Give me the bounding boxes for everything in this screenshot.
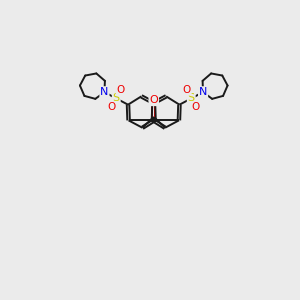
Text: O: O <box>107 102 116 112</box>
Text: S: S <box>188 93 195 103</box>
Text: O: O <box>149 95 158 105</box>
Text: O: O <box>192 102 200 112</box>
Text: S: S <box>113 93 120 103</box>
Text: N: N <box>199 87 207 97</box>
Text: N: N <box>100 87 109 97</box>
Text: O: O <box>183 85 191 95</box>
Text: O: O <box>117 85 125 95</box>
